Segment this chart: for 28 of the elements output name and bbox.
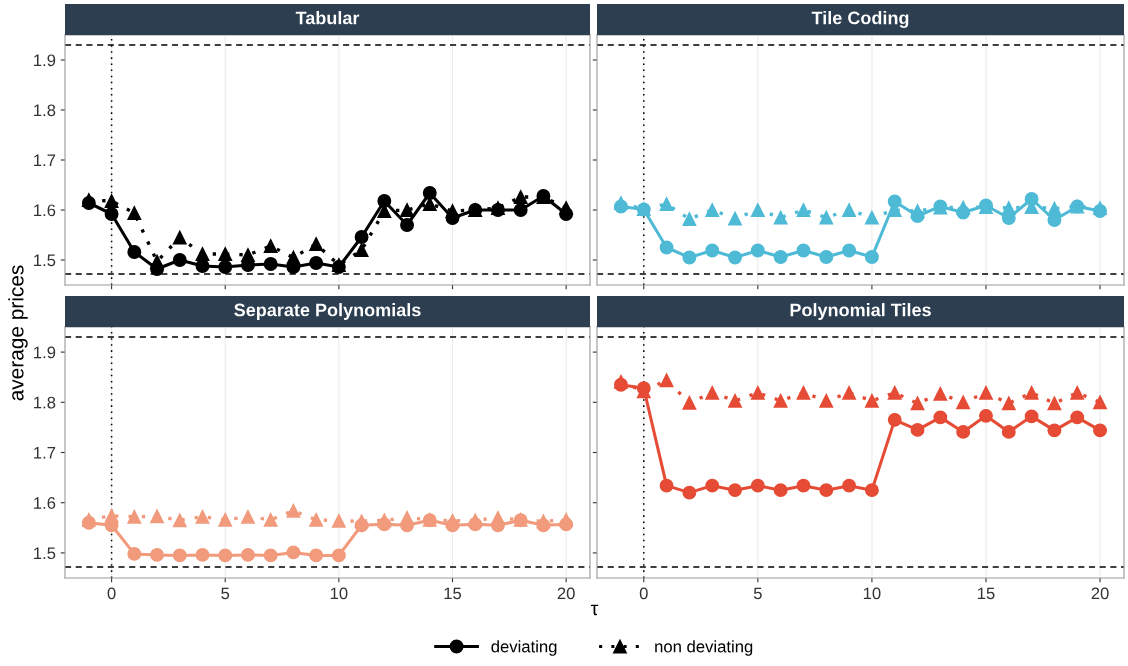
y-tick-label: 1.5 (34, 254, 56, 267)
x-tick-label: 15 (444, 587, 462, 600)
x-axis-title: τ (590, 604, 599, 616)
x-tick-label: 10 (863, 587, 881, 600)
x-tick-label: 10 (330, 587, 348, 600)
y-tick-label: 1.9 (34, 54, 56, 67)
chart-title: Tabular (295, 11, 360, 25)
y-tick-label: 1.8 (34, 396, 56, 409)
x-tick-label: 20 (1091, 587, 1109, 600)
x-tick-label: 0 (639, 587, 648, 600)
y-tick-label: 1.8 (34, 104, 56, 117)
y-tick-label: 1.6 (34, 204, 56, 217)
y-tick-label: 1.6 (34, 497, 56, 509)
x-tick-label: 5 (753, 587, 762, 600)
x-tick-label: 15 (977, 587, 995, 600)
legend-label: non deviating (655, 640, 753, 656)
x-tick-label: 0 (107, 587, 116, 600)
y-tick-label: 1.9 (34, 346, 56, 359)
legend-label: deviating (491, 640, 557, 656)
x-tick-label: 5 (221, 587, 230, 600)
chart-title: Tile Coding (811, 11, 909, 28)
y-tick-label: 1.7 (34, 154, 56, 167)
y-tick-label: 1.5 (34, 547, 56, 560)
chart-title: Separate Polynomials (234, 303, 421, 320)
y-tick-label: 1.7 (34, 447, 56, 459)
x-tick-label: 20 (557, 587, 575, 600)
y-axis-title: average prices (8, 265, 28, 401)
chart-title: Polynomial Tiles (790, 303, 931, 320)
